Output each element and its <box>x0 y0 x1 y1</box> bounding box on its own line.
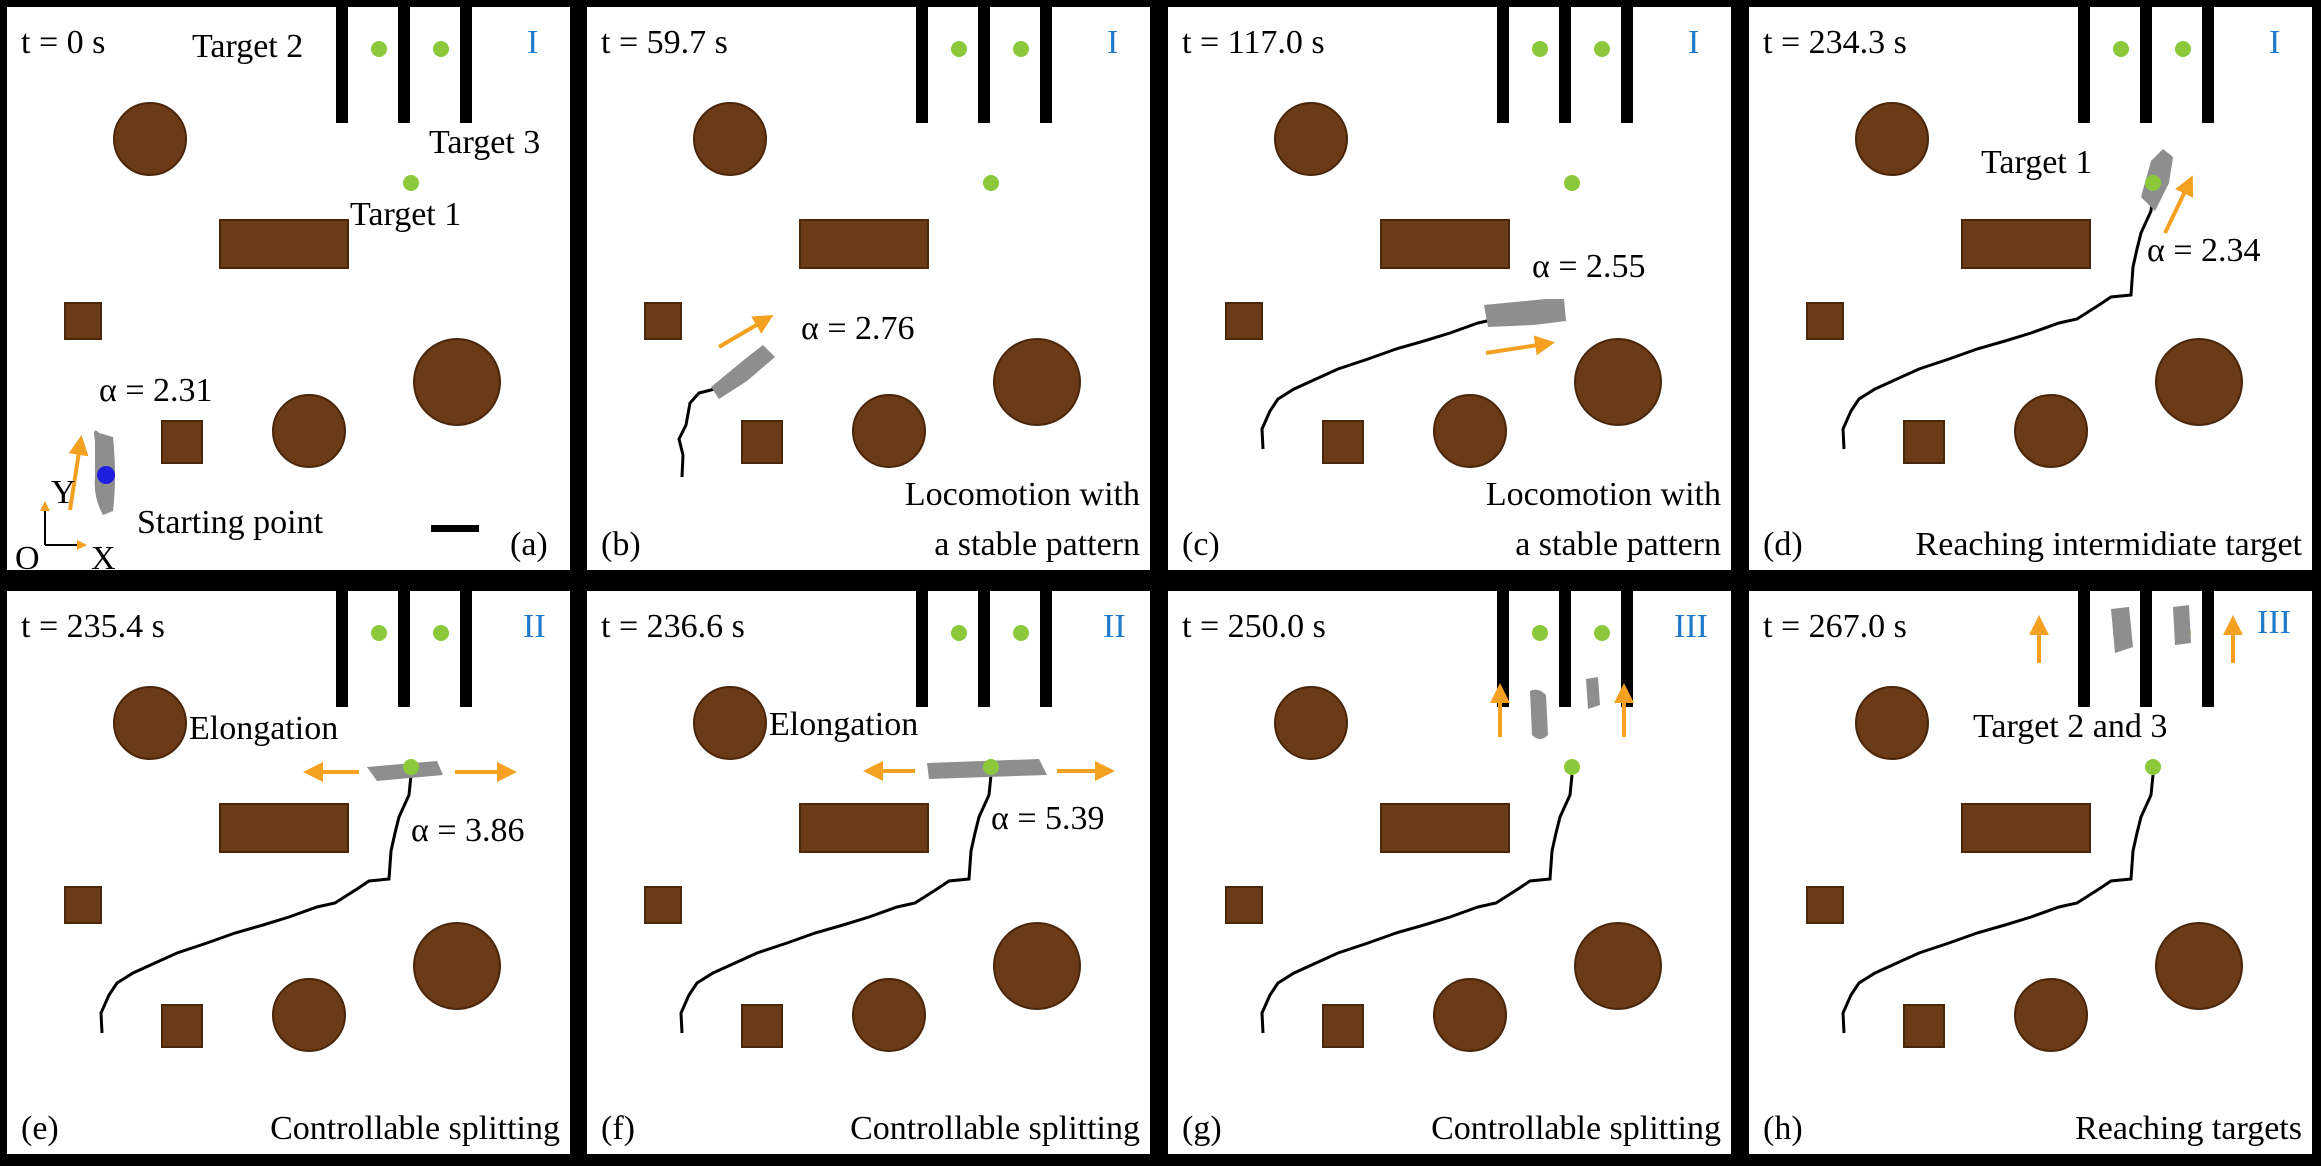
alpha-label: α = 2.76 <box>801 310 915 347</box>
panel-letter: (a) <box>510 526 548 563</box>
caption-line-1: Locomotion with <box>905 476 1140 513</box>
swarm-blob-left <box>1530 689 1548 739</box>
caption-line-1: Controllable splitting <box>1431 1110 1721 1147</box>
swarm-blob <box>711 345 775 399</box>
panel-letter: (f) <box>601 1110 635 1147</box>
alpha-label: α = 3.86 <box>411 812 525 849</box>
target-1-label: Target 1 <box>1981 144 2092 181</box>
target-1-marker <box>983 759 999 775</box>
phase-label: I <box>1107 24 1118 61</box>
elongation-label: Elongation <box>189 710 338 747</box>
origin-label: O <box>15 540 40 577</box>
panel-letter: (d) <box>1763 526 1803 563</box>
phase-label: I <box>2269 24 2280 61</box>
panel-g: t = 250.0 s III (g) Controllable splitti… <box>1167 590 1732 1155</box>
caption-line-1: Reaching targets <box>2075 1110 2302 1147</box>
direction-arrow <box>717 314 774 349</box>
alpha-label: α = 2.34 <box>2147 232 2261 269</box>
caption-line-1: Reaching intermidiate target <box>1916 526 2303 563</box>
target-1-marker <box>2145 175 2161 191</box>
caption-line-2: a stable pattern <box>1515 526 1721 563</box>
direction-arrow <box>2163 175 2194 234</box>
panel-f: t = 236.6 s II Elongation α = 5.39 (f) C… <box>586 590 1151 1155</box>
trajectory-trace <box>1260 774 1574 1034</box>
target-2-label: Target 2 <box>192 28 303 65</box>
time-label: t = 0 s <box>21 24 105 61</box>
target-1-marker <box>1564 175 1580 191</box>
phase-label: I <box>527 24 538 61</box>
panel-letter: (h) <box>1763 1110 1803 1147</box>
alpha-label: α = 2.31 <box>99 372 213 409</box>
panel-letter: (g) <box>1182 1110 1222 1147</box>
panel-b: t = 59.7 s I α = 2.76 Locomotion with a … <box>586 6 1151 571</box>
panel-letter: (e) <box>21 1110 59 1147</box>
time-label: t = 267.0 s <box>1763 608 1907 645</box>
phase-label: II <box>1103 608 1126 645</box>
time-label: t = 234.3 s <box>1763 24 1907 61</box>
alpha-label: α = 5.39 <box>991 800 1105 837</box>
panel-e: t = 235.4 s II Elongation α = 3.86 (e) C… <box>6 590 571 1155</box>
trajectory-trace <box>1841 774 2155 1034</box>
trajectory-trace <box>679 774 993 1034</box>
caption-line-2: a stable pattern <box>934 526 1140 563</box>
swarm-blob-right <box>2173 605 2191 645</box>
caption-line-1: Controllable splitting <box>270 1110 560 1147</box>
start-point-marker <box>97 466 115 484</box>
phase-label: II <box>523 608 546 645</box>
direction-arrow <box>1485 335 1555 356</box>
caption-line-1: Locomotion with <box>1486 476 1721 513</box>
time-label: t = 250.0 s <box>1182 608 1326 645</box>
target-1-marker <box>403 175 419 191</box>
time-label: t = 235.4 s <box>21 608 165 645</box>
phase-label: III <box>1674 608 1708 645</box>
scale-bar <box>431 525 479 532</box>
direction-arrow <box>68 435 89 511</box>
target-1-marker <box>983 175 999 191</box>
trajectory-trace <box>1260 317 1497 450</box>
y-axis-label: Y <box>51 474 76 511</box>
elongation-label: Elongation <box>769 706 918 743</box>
target-1-marker <box>2145 759 2161 775</box>
panel-c: t = 117.0 s I α = 2.55 Locomotion with a… <box>1167 6 1732 571</box>
panel-a: t = 0 s I Target 2 Target 3 Target 1 α =… <box>6 6 571 577</box>
time-label: t = 117.0 s <box>1182 24 1325 61</box>
time-label: t = 236.6 s <box>601 608 745 645</box>
panel-letter: (c) <box>1182 526 1220 563</box>
target-2-3-label: Target 2 and 3 <box>1973 708 2167 745</box>
target-1-marker <box>403 759 419 775</box>
swarm-blob-right <box>1586 677 1600 709</box>
time-label: t = 59.7 s <box>601 24 728 61</box>
trajectory-trace <box>99 774 413 1034</box>
panel-d: t = 234.3 s I Target 1 α = 2.34 (d) Reac… <box>1748 6 2313 571</box>
caption-line-1: Starting point <box>137 504 324 541</box>
caption-line-1: Controllable splitting <box>850 1110 1140 1147</box>
phase-label: I <box>1688 24 1699 61</box>
swarm-blob-left <box>2111 607 2133 653</box>
target-1-label: Target 1 <box>350 196 461 233</box>
panel-h: t = 267.0 s III Target 2 and 3 (h) Reach… <box>1748 590 2313 1155</box>
trajectory-trace <box>1841 190 2155 450</box>
target-1-marker <box>1564 759 1580 775</box>
panel-letter: (b) <box>601 526 641 563</box>
x-axis-label: X <box>91 540 116 577</box>
target-3-label: Target 3 <box>429 124 540 161</box>
swarm-blob <box>1484 299 1566 327</box>
alpha-label: α = 2.55 <box>1532 248 1646 285</box>
phase-label: III <box>2257 604 2291 641</box>
